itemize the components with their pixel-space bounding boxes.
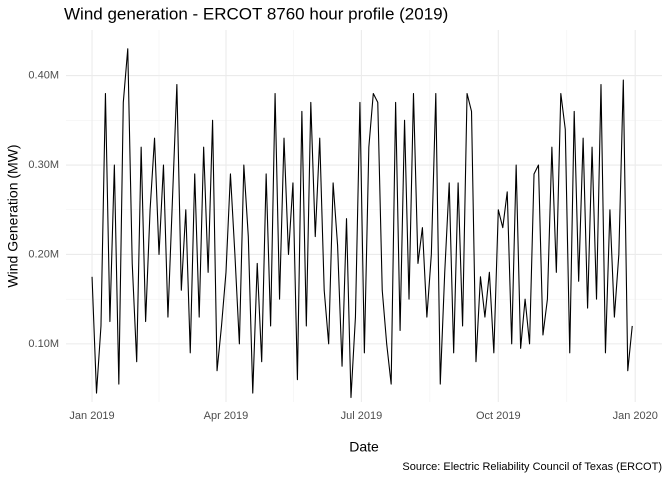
- caption: Source: Electric Reliability Council of …: [402, 461, 662, 473]
- y-tick-label: 0.30M: [28, 159, 59, 171]
- x-tick-label: Oct 2019: [476, 410, 521, 422]
- y-tick-label: 0.20M: [28, 248, 59, 260]
- x-axis-title: Date: [349, 439, 379, 455]
- y-tick-label: 0.10M: [28, 338, 59, 350]
- x-tick-label: Jul 2019: [341, 410, 383, 422]
- y-axis-title: Wind Generation (MW): [5, 144, 21, 287]
- y-tick-label: 0.40M: [28, 70, 59, 82]
- x-tick-label: Jan 2019: [69, 410, 114, 422]
- x-tick-label: Apr 2019: [204, 410, 249, 422]
- chart-title: Wind generation - ERCOT 8760 hour profil…: [64, 4, 448, 23]
- line: [91, 48, 633, 399]
- x-tick-label: Jan 2020: [613, 410, 658, 422]
